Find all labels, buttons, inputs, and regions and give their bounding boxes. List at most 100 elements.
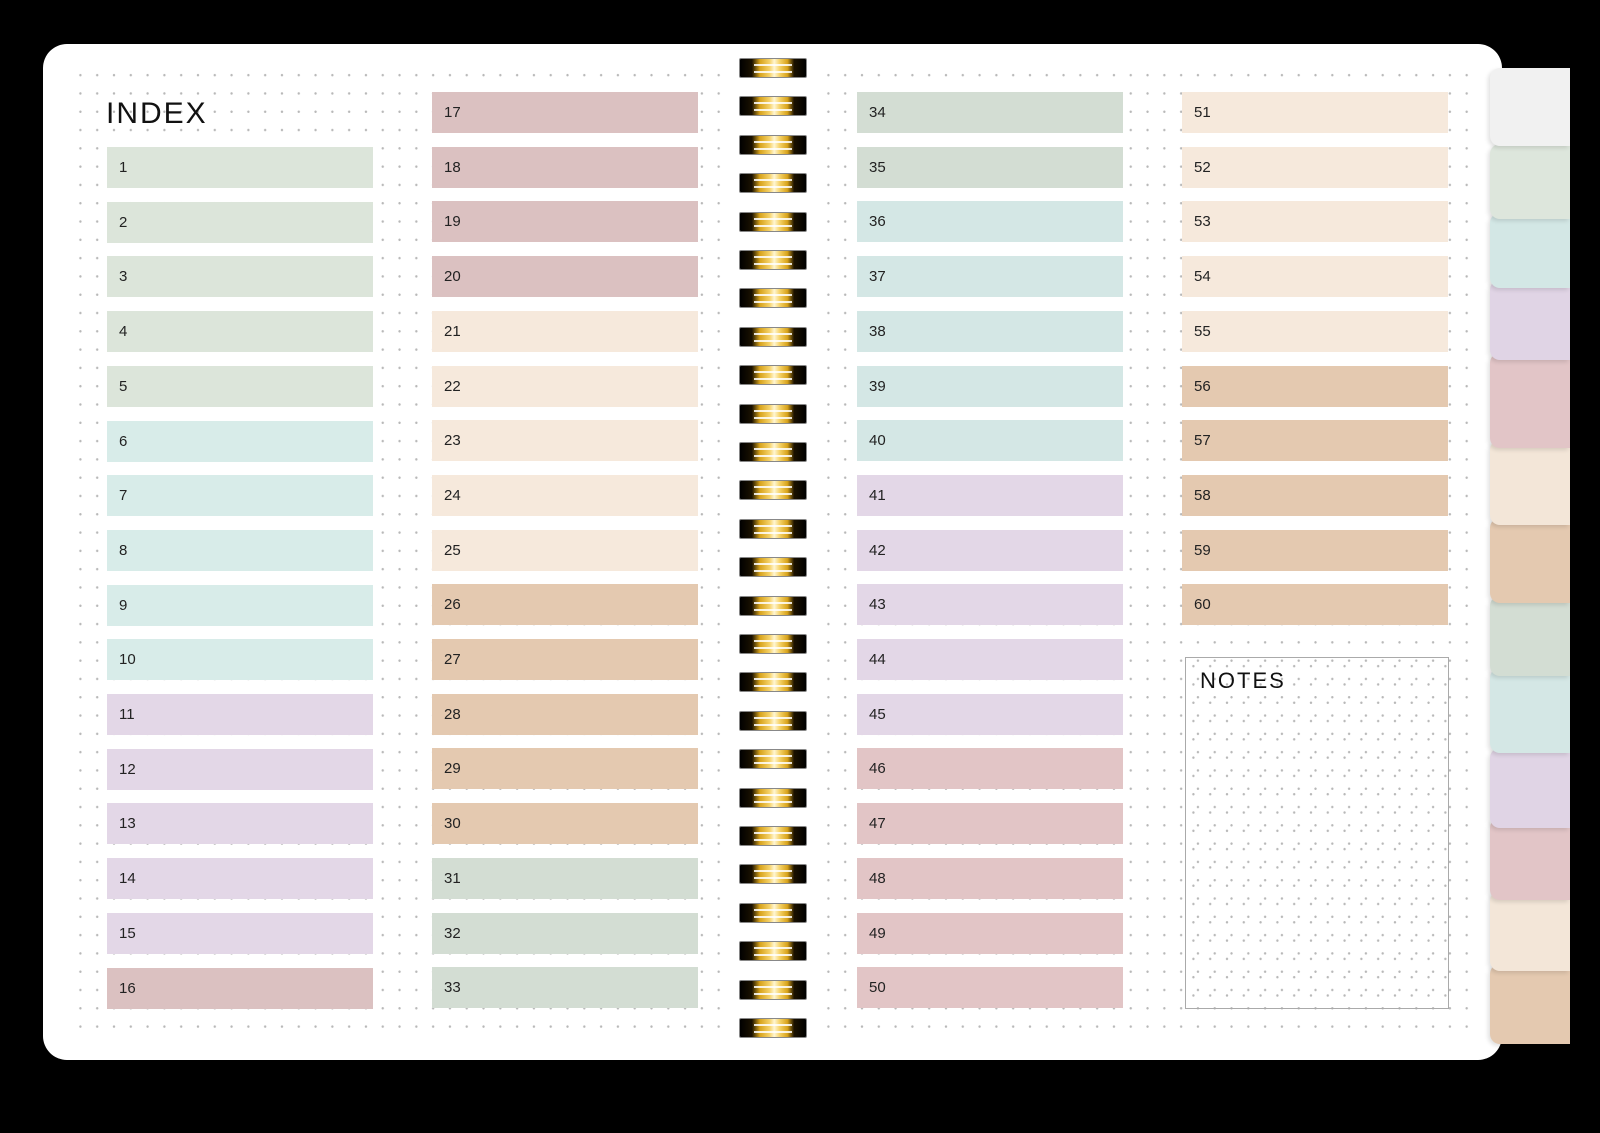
tab-rose[interactable]: [1490, 353, 1570, 448]
entry-number: 23: [444, 432, 461, 449]
index-entry-9[interactable]: 9: [107, 585, 373, 626]
index-entry-60[interactable]: 60: [1182, 584, 1448, 625]
entry-number: 24: [444, 487, 461, 504]
entry-number: 13: [119, 815, 136, 832]
index-entry-24[interactable]: 24: [432, 475, 698, 516]
entry-number: 51: [1194, 104, 1211, 121]
tab-cream[interactable]: [1490, 440, 1570, 525]
tab-lavender[interactable]: [1490, 280, 1570, 360]
tab-tan[interactable]: [1490, 518, 1570, 603]
tab-cream-2[interactable]: [1490, 891, 1570, 971]
index-entry-57[interactable]: 57: [1182, 420, 1448, 461]
entry-number: 57: [1194, 432, 1211, 449]
index-entry-30[interactable]: 30: [432, 803, 698, 844]
index-entry-12[interactable]: 12: [107, 749, 373, 790]
index-entry-40[interactable]: 40: [857, 420, 1123, 461]
spiral-ring: [739, 212, 807, 232]
entry-number: 15: [119, 925, 136, 942]
index-entry-53[interactable]: 53: [1182, 201, 1448, 242]
index-entry-38[interactable]: 38: [857, 311, 1123, 352]
index-entry-21[interactable]: 21: [432, 311, 698, 352]
index-entry-59[interactable]: 59: [1182, 530, 1448, 571]
entry-number: 54: [1194, 268, 1211, 285]
index-entry-14[interactable]: 14: [107, 858, 373, 899]
entry-number: 21: [444, 323, 461, 340]
spiral-ring: [739, 519, 807, 539]
tab-aqua[interactable]: [1490, 668, 1570, 753]
index-entry-7[interactable]: 7: [107, 475, 373, 516]
tab-sage[interactable]: [1490, 596, 1570, 676]
index-entry-23[interactable]: 23: [432, 420, 698, 461]
index-entry-22[interactable]: 22: [432, 366, 698, 407]
index-entry-52[interactable]: 52: [1182, 147, 1448, 188]
index-entry-43[interactable]: 43: [857, 584, 1123, 625]
spiral-ring: [739, 672, 807, 692]
entry-number: 55: [1194, 323, 1211, 340]
index-entry-26[interactable]: 26: [432, 584, 698, 625]
index-entry-11[interactable]: 11: [107, 694, 373, 735]
index-entry-5[interactable]: 5: [107, 366, 373, 407]
spiral-ring: [739, 1018, 807, 1038]
index-entry-50[interactable]: 50: [857, 967, 1123, 1008]
index-entry-54[interactable]: 54: [1182, 256, 1448, 297]
index-entry-6[interactable]: 6: [107, 421, 373, 462]
index-entry-27[interactable]: 27: [432, 639, 698, 680]
index-entry-2[interactable]: 2: [107, 202, 373, 243]
index-entry-32[interactable]: 32: [432, 913, 698, 954]
index-entry-20[interactable]: 20: [432, 256, 698, 297]
index-entry-1[interactable]: 1: [107, 147, 373, 188]
index-entry-29[interactable]: 29: [432, 748, 698, 789]
index-entry-56[interactable]: 56: [1182, 366, 1448, 407]
index-entry-46[interactable]: 46: [857, 748, 1123, 789]
index-entry-4[interactable]: 4: [107, 311, 373, 352]
index-entry-58[interactable]: 58: [1182, 475, 1448, 516]
entry-number: 17: [444, 104, 461, 121]
index-entry-33[interactable]: 33: [432, 967, 698, 1008]
tab-tan-2[interactable]: [1490, 964, 1570, 1044]
entry-number: 2: [119, 214, 128, 231]
tab-rose-2[interactable]: [1490, 818, 1570, 900]
entry-number: 31: [444, 870, 461, 887]
entry-number: 12: [119, 761, 136, 778]
dot-grid-notes: [1185, 657, 1449, 1009]
index-entry-44[interactable]: 44: [857, 639, 1123, 680]
index-entry-45[interactable]: 45: [857, 694, 1123, 735]
index-entry-8[interactable]: 8: [107, 530, 373, 571]
index-entry-15[interactable]: 15: [107, 913, 373, 954]
tab-home[interactable]: [1490, 68, 1570, 146]
entry-number: 59: [1194, 542, 1211, 559]
index-entry-18[interactable]: 18: [432, 147, 698, 188]
index-entry-10[interactable]: 10: [107, 639, 373, 680]
index-entry-31[interactable]: 31: [432, 858, 698, 899]
tab-green[interactable]: [1490, 144, 1570, 219]
entry-number: 29: [444, 760, 461, 777]
index-entry-48[interactable]: 48: [857, 858, 1123, 899]
notes-box[interactable]: [1185, 657, 1449, 1009]
index-entry-36[interactable]: 36: [857, 201, 1123, 242]
index-entry-3[interactable]: 3: [107, 256, 373, 297]
index-entry-55[interactable]: 55: [1182, 311, 1448, 352]
tab-teal[interactable]: [1490, 213, 1570, 288]
index-entry-35[interactable]: 35: [857, 147, 1123, 188]
index-entry-51[interactable]: 51: [1182, 92, 1448, 133]
entry-number: 41: [869, 487, 886, 504]
index-entry-49[interactable]: 49: [857, 913, 1123, 954]
index-entry-19[interactable]: 19: [432, 201, 698, 242]
index-entry-16[interactable]: 16: [107, 968, 373, 1009]
index-entry-17[interactable]: 17: [432, 92, 698, 133]
index-entry-39[interactable]: 39: [857, 366, 1123, 407]
entry-number: 9: [119, 597, 128, 614]
index-entry-41[interactable]: 41: [857, 475, 1123, 516]
spiral-ring: [739, 173, 807, 193]
index-entry-13[interactable]: 13: [107, 803, 373, 844]
index-entry-25[interactable]: 25: [432, 530, 698, 571]
entry-number: 3: [119, 268, 128, 285]
index-entry-42[interactable]: 42: [857, 530, 1123, 571]
index-entry-28[interactable]: 28: [432, 694, 698, 735]
index-entry-47[interactable]: 47: [857, 803, 1123, 844]
index-entry-34[interactable]: 34: [857, 92, 1123, 133]
entry-number: 46: [869, 760, 886, 777]
spiral-ring: [739, 634, 807, 654]
index-entry-37[interactable]: 37: [857, 256, 1123, 297]
tab-lavender-2[interactable]: [1490, 748, 1570, 828]
